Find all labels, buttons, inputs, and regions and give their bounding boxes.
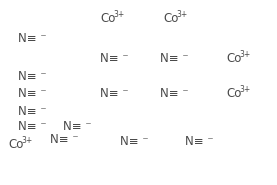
Text: Co: Co [163,12,178,25]
Text: N≡ ⁻: N≡ ⁻ [160,52,189,65]
Text: N≡ ⁻: N≡ ⁻ [100,52,129,65]
Text: N≡ ⁻: N≡ ⁻ [18,32,47,45]
Text: N≡ ⁻: N≡ ⁻ [185,135,214,148]
Text: N≡ ⁻: N≡ ⁻ [18,87,47,100]
Text: N≡ ⁻: N≡ ⁻ [18,70,47,83]
Text: N≡ ⁻: N≡ ⁻ [50,133,79,146]
Text: N≡ ⁻: N≡ ⁻ [18,105,47,118]
Text: Co: Co [226,52,241,65]
Text: N≡ ⁻: N≡ ⁻ [18,120,47,133]
Text: Co: Co [226,87,241,100]
Text: N≡ ⁻: N≡ ⁻ [63,120,92,133]
Text: 3+: 3+ [113,10,124,19]
Text: 3+: 3+ [21,136,32,145]
Text: Co: Co [8,138,23,151]
Text: 3+: 3+ [239,85,250,94]
Text: N≡ ⁻: N≡ ⁻ [100,87,129,100]
Text: Co: Co [100,12,116,25]
Text: N≡ ⁻: N≡ ⁻ [120,135,149,148]
Text: 3+: 3+ [239,50,250,59]
Text: 3+: 3+ [176,10,187,19]
Text: N≡ ⁻: N≡ ⁻ [160,87,189,100]
